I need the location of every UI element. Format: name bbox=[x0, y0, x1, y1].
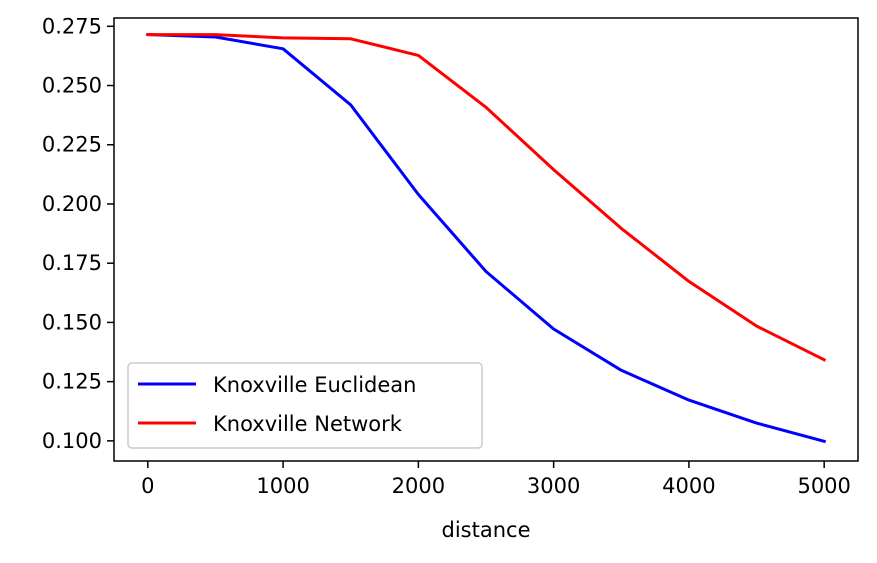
series-line-network bbox=[146, 33, 827, 362]
plot-frame bbox=[113, 17, 859, 462]
y-tick-label: 0.125 bbox=[42, 370, 102, 394]
y-tick-label: 0.250 bbox=[42, 74, 102, 98]
x-tick-label: 1000 bbox=[256, 474, 309, 498]
x-axis-label: distance bbox=[442, 518, 531, 542]
y-tick-label: 0.100 bbox=[42, 429, 102, 453]
y-axis: 0.100 0.125 0.150 0.175 0.200 0.225 0.250 0.275 bbox=[42, 14, 114, 453]
legend-label-euclidean: Knoxville Euclidean bbox=[213, 373, 416, 397]
x-tick-label: 0 bbox=[141, 474, 154, 498]
legend: Knoxville Euclidean Knoxville Network bbox=[127, 362, 483, 449]
series-layer bbox=[146, 33, 827, 444]
x-tick-label: 4000 bbox=[662, 474, 715, 498]
x-tick-label: 3000 bbox=[527, 474, 580, 498]
y-tick-label: 0.175 bbox=[42, 251, 102, 275]
y-tick-label: 0.275 bbox=[42, 14, 102, 38]
x-axis: 0 1000 2000 3000 4000 5000 bbox=[141, 461, 851, 498]
series-line-euclidean bbox=[146, 33, 827, 444]
legend-frame bbox=[127, 362, 483, 449]
legend-label-network: Knoxville Network bbox=[213, 412, 403, 436]
y-tick-label: 0.200 bbox=[42, 192, 102, 216]
y-tick-label: 0.150 bbox=[42, 310, 102, 334]
x-tick-label: 5000 bbox=[797, 474, 850, 498]
y-tick-label: 0.225 bbox=[42, 133, 102, 157]
x-tick-label: 2000 bbox=[392, 474, 445, 498]
